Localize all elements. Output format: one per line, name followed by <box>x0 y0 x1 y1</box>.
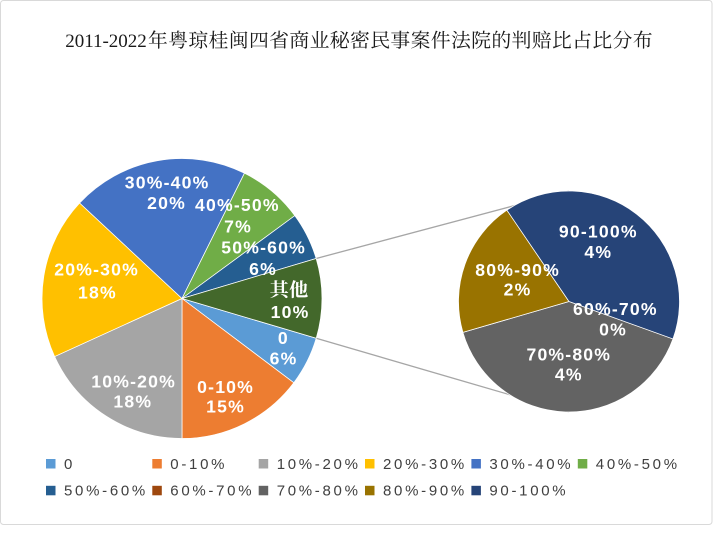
svg-text:20%-30%: 20%-30% <box>54 260 139 280</box>
svg-text:10%-20%: 10%-20% <box>277 456 361 473</box>
svg-text:0: 0 <box>278 328 289 348</box>
svg-text:18%: 18% <box>113 391 152 411</box>
svg-text:0-10%: 0-10% <box>170 456 227 473</box>
svg-text:10%: 10% <box>271 302 310 322</box>
svg-text:40%-50%: 40%-50% <box>195 195 280 215</box>
svg-text:60%-70%: 60%-70% <box>170 483 254 500</box>
svg-text:70%-80%: 70%-80% <box>277 483 361 500</box>
svg-text:40%-50%: 40%-50% <box>596 456 680 473</box>
svg-text:0-10%: 0-10% <box>197 377 254 397</box>
svg-text:80%-90%: 80%-90% <box>475 260 560 280</box>
svg-text:20%: 20% <box>147 193 186 213</box>
svg-text:7%: 7% <box>224 216 252 236</box>
svg-text:90-100%: 90-100% <box>489 483 568 500</box>
svg-text:6%: 6% <box>270 349 298 369</box>
svg-text:0: 0 <box>64 456 75 473</box>
svg-text:70%-80%: 70%-80% <box>526 344 611 364</box>
svg-text:18%: 18% <box>78 282 117 302</box>
svg-text:30%-40%: 30%-40% <box>125 173 210 193</box>
svg-text:15%: 15% <box>206 397 245 417</box>
svg-text:30%-40%: 30%-40% <box>489 456 573 473</box>
svg-text:10%-20%: 10%-20% <box>91 372 176 392</box>
svg-text:90-100%: 90-100% <box>559 222 638 242</box>
svg-text:50%-60%: 50%-60% <box>221 238 306 258</box>
svg-text:6%: 6% <box>249 259 277 279</box>
svg-text:2%: 2% <box>504 280 532 300</box>
svg-text:60%-70%: 60%-70% <box>573 299 658 319</box>
svg-text:2011-2022: 2011-2022 <box>65 31 147 52</box>
svg-text:0%: 0% <box>599 319 627 339</box>
svg-text:4%: 4% <box>555 365 583 385</box>
svg-text:50%-60%: 50%-60% <box>64 483 148 500</box>
svg-text:4%: 4% <box>584 242 612 262</box>
svg-text:80%-90%: 80%-90% <box>383 483 467 500</box>
svg-text:20%-30%: 20%-30% <box>383 456 467 473</box>
